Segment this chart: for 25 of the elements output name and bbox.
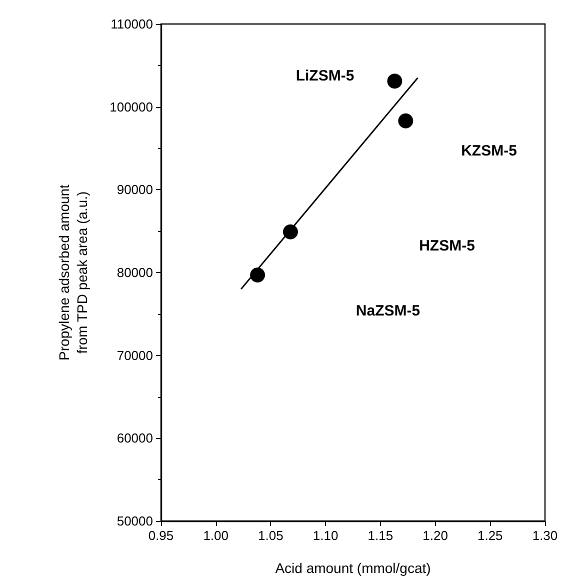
- x-tick-label: 1.25: [477, 528, 503, 543]
- y-tick-label: 80000: [116, 265, 153, 280]
- x-tick-label: 1.10: [312, 528, 338, 543]
- point: [387, 74, 402, 89]
- x-axis-title: Acid amount (mmol/gcat): [275, 560, 431, 576]
- point: [282, 224, 298, 240]
- y-tick-label: 90000: [116, 182, 153, 198]
- x-tick-label: 1.30: [532, 528, 558, 543]
- point: [250, 267, 266, 282]
- annotation: NaZSM-5: [356, 302, 420, 320]
- x-tick-label: 1.05: [258, 528, 284, 543]
- x-tick-label: 1.15: [368, 528, 394, 543]
- annotation: HZSM-5: [419, 238, 475, 254]
- point: [398, 113, 414, 128]
- y-tick-label: 70000: [116, 348, 153, 363]
- x-tick-label: 0.95: [148, 528, 174, 543]
- y-tick-label: 100000: [110, 99, 153, 114]
- y-tick-label: 60000: [116, 430, 153, 446]
- y-tick-label: 110000: [110, 16, 153, 32]
- y-axis-title: Propylene adsorbed amount from TPD peak area (a.u.): [56, 184, 90, 360]
- annotation: LiZSM-5: [296, 68, 354, 84]
- annotation: KZSM-5: [461, 142, 517, 160]
- x-tick-label: 1.00: [203, 528, 229, 543]
- x-tick-label: 1.20: [422, 528, 448, 543]
- y-tick-label: 50000: [116, 514, 153, 528]
